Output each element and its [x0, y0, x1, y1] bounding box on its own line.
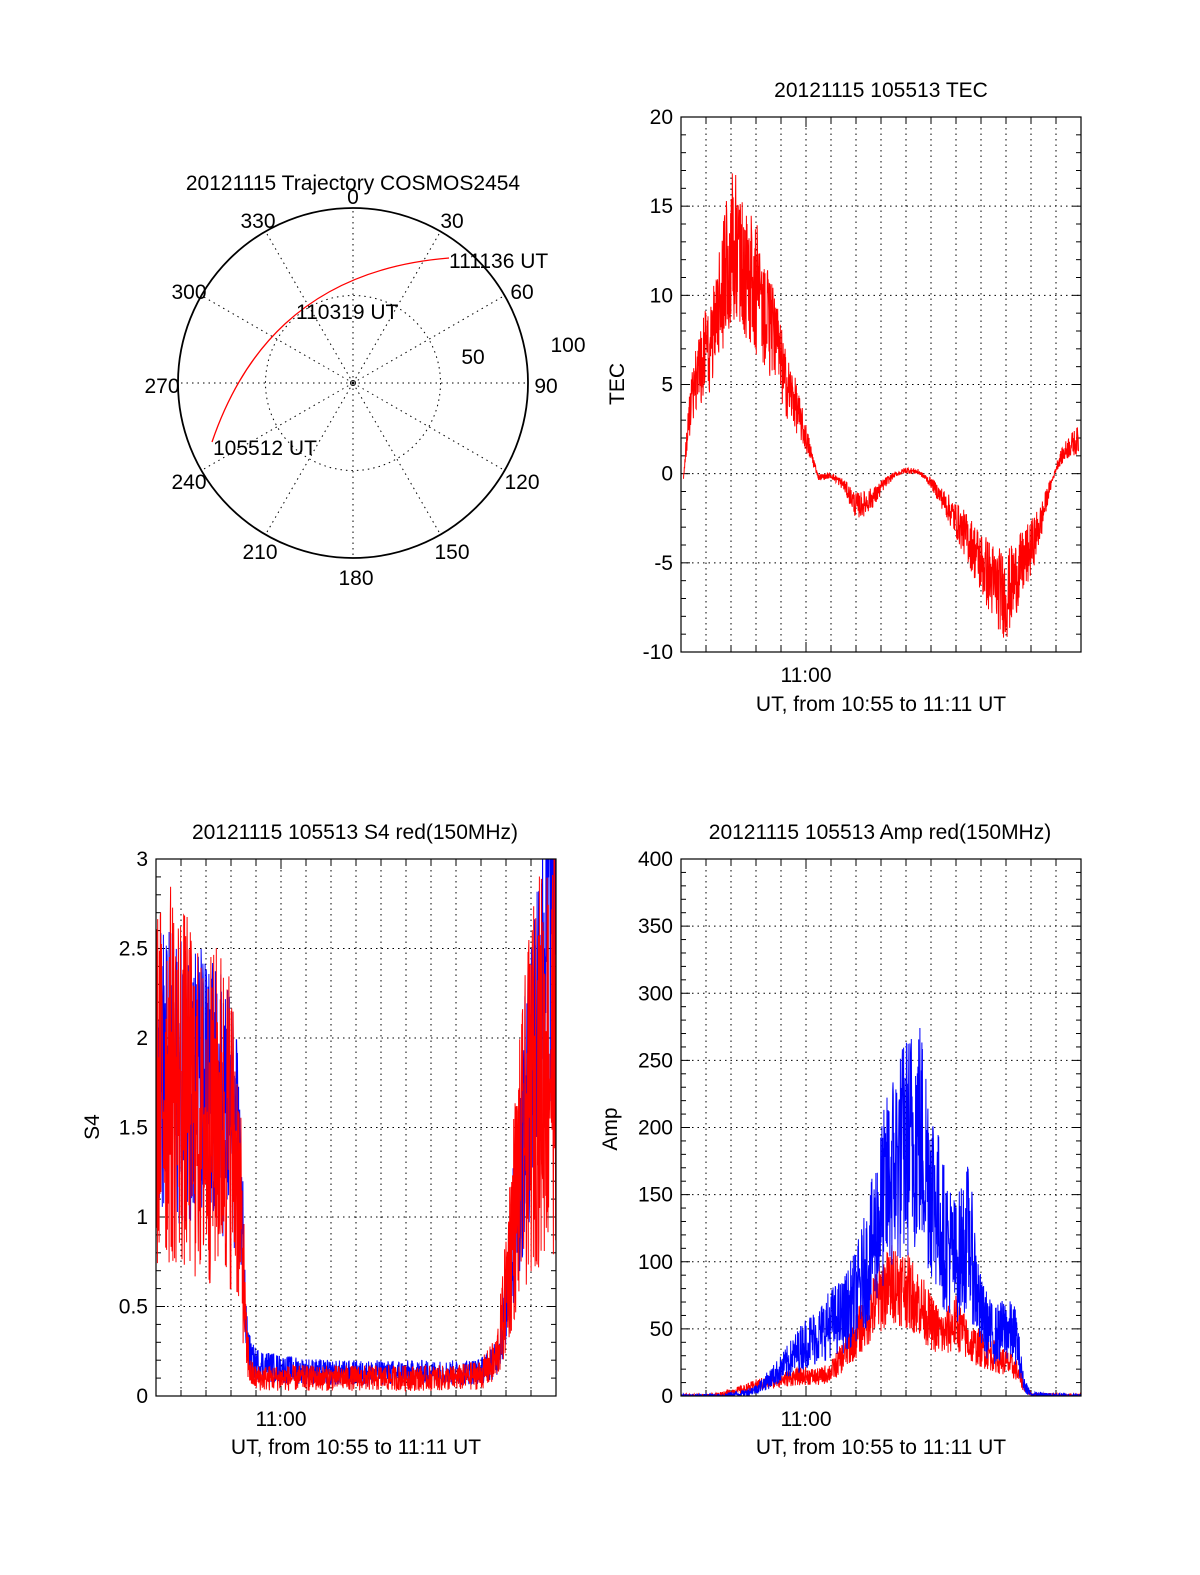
s4-chart: 20121115 105513 S4 red(150MHz) 0 0.5 1 1.5 2… — [81, 821, 557, 1459]
s4-plot-area: 0 0.5 1 1.5 2 2.5 3 11:00 — [119, 848, 557, 1431]
tec-ytick-label: -10 — [643, 641, 673, 664]
polar-title: 20121115 Trajectory COSMOS2454 — [186, 172, 521, 195]
trajectory-start-label: 105512 UT — [213, 437, 317, 460]
trajectory-end-label: 111136 UT — [449, 250, 548, 273]
s4-xtick-label: 11:00 — [256, 1408, 307, 1431]
polar-az-90: 90 — [534, 375, 557, 398]
polar-az-300: 300 — [171, 281, 206, 304]
polar-az-180: 180 — [338, 567, 373, 590]
polar-ring-label-100: 100 — [550, 334, 585, 357]
s4-ytick-label: 2 — [136, 1027, 148, 1050]
amp-series-red-line — [681, 1244, 1081, 1396]
amp-series-blue-line — [681, 1027, 1081, 1396]
polar-outer-ring — [177, 207, 529, 559]
polar-az-210: 210 — [242, 541, 277, 564]
tec-x-axis-label: UT, from 10:55 to 11:11 UT — [756, 693, 1006, 716]
amp-xtick-label: 11:00 — [781, 1408, 832, 1431]
s4-ytick-label: 2.5 — [119, 938, 148, 961]
tec-ytick-label: 5 — [661, 374, 673, 397]
tec-ytick-label: -5 — [654, 552, 673, 575]
s4-ytick-label: 1 — [136, 1206, 148, 1229]
tec-plot-frame — [680, 116, 1082, 653]
s4-ytick-label: 0 — [136, 1385, 148, 1408]
polar-az-330: 330 — [240, 210, 275, 233]
s4-ytick-label: 0.5 — [119, 1296, 148, 1319]
amp-ytick-label: 200 — [638, 1117, 673, 1140]
polar-ring-50 — [265, 295, 441, 471]
tec-ytick-label: 20 — [650, 106, 673, 129]
amp-ytick-label: 300 — [638, 982, 673, 1005]
polar-az-240: 240 — [171, 471, 206, 494]
amp-ytick-label: 0 — [661, 1385, 673, 1408]
amp-plot-frame — [680, 858, 1082, 1397]
tec-ytick-label: 0 — [661, 463, 673, 486]
polar-plot: 20121115 Trajectory COSMOS2454 0 30 60 9… — [144, 172, 585, 590]
tec-y-axis-label: TEC — [606, 363, 629, 405]
s4-ytick-label: 3 — [136, 848, 148, 871]
polar-az-270: 270 — [144, 375, 179, 398]
polar-az-0: 0 — [347, 186, 359, 209]
polar-az-150: 150 — [434, 541, 469, 564]
polar-az-60: 60 — [510, 281, 533, 304]
amp-ytick-label: 100 — [638, 1251, 673, 1274]
amp-ytick-label: 150 — [638, 1184, 673, 1207]
tec-chart: 20121115 105513 TEC -10 -5 0 5 10 15 20 11:00 U… — [606, 79, 1082, 716]
satellite-trajectory-line — [211, 257, 450, 443]
polar-spoke-150 — [352, 382, 441, 535]
amp-ytick-label: 400 — [638, 848, 673, 871]
s4-series-red-line — [156, 859, 556, 1393]
amp-chart: 20121115 105513 Amp red(150MHz) 0 50 100 15… — [599, 821, 1082, 1459]
tec-chart-title: 20121115 105513 TEC — [774, 79, 988, 102]
trajectory-mid-label: 110319 UT — [296, 301, 399, 324]
tec-xtick-label: 11:00 — [781, 664, 832, 687]
polar-az-120: 120 — [504, 471, 539, 494]
polar-ring-label-50: 50 — [461, 346, 484, 369]
amp-chart-title: 20121115 105513 Amp red(150MHz) — [709, 821, 1051, 844]
amp-ytick-label: 350 — [638, 915, 673, 938]
amp-ytick-label: 250 — [638, 1049, 673, 1072]
amp-y-axis-label: Amp — [599, 1107, 622, 1150]
s4-ytick-label: 1.5 — [119, 1117, 148, 1140]
tec-series-red-line — [683, 173, 1079, 638]
polar-spoke-120 — [352, 382, 505, 471]
polar-center-marker — [350, 380, 356, 386]
polar-az-30: 30 — [440, 210, 463, 233]
s4-chart-title: 20121115 105513 S4 red(150MHz) — [192, 821, 518, 844]
s4-plot-frame — [155, 858, 557, 1397]
s4-y-axis-label: S4 — [81, 1114, 104, 1140]
tec-ytick-label: 15 — [650, 195, 673, 218]
s4-x-axis-label: UT, from 10:55 to 11:11 UT — [231, 1436, 481, 1459]
tec-plot-area: -10 -5 0 5 10 15 20 11:00 — [643, 106, 1082, 687]
tec-ytick-label: 10 — [650, 284, 673, 307]
amp-plot-area: 0 50 100 150 200 250 300 350 400 11:00 — [638, 848, 1082, 1431]
amp-ytick-label: 50 — [650, 1318, 673, 1341]
amp-x-axis-label: UT, from 10:55 to 11:11 UT — [756, 1436, 1006, 1459]
